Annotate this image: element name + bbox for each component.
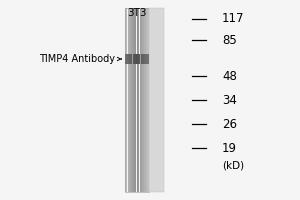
Bar <box>130 8 131 192</box>
Bar <box>146 8 147 192</box>
Bar <box>140 8 141 192</box>
Bar <box>134 8 135 192</box>
Bar <box>144 8 145 192</box>
Bar <box>133 54 134 64</box>
Text: 117: 117 <box>222 12 244 25</box>
Text: 34: 34 <box>222 94 237 106</box>
Bar <box>147 8 148 192</box>
Text: 3T3: 3T3 <box>127 8 146 18</box>
Text: 19: 19 <box>222 142 237 154</box>
Bar <box>149 8 164 192</box>
Bar <box>134 54 136 64</box>
Bar <box>124 54 126 64</box>
Bar <box>125 8 126 192</box>
Bar <box>144 54 145 64</box>
Bar <box>145 54 147 64</box>
Bar <box>131 8 132 192</box>
Bar <box>129 54 131 64</box>
Bar <box>128 54 129 64</box>
Bar <box>136 8 137 192</box>
Bar <box>137 8 138 192</box>
Bar <box>139 8 140 192</box>
Bar <box>124 8 125 192</box>
Bar <box>124 8 148 192</box>
Bar <box>140 54 142 64</box>
Bar <box>129 8 130 192</box>
Bar <box>132 8 133 192</box>
Bar <box>141 8 142 192</box>
Bar <box>142 8 143 192</box>
Bar <box>138 8 139 192</box>
Bar <box>131 54 133 64</box>
Bar <box>139 54 140 64</box>
Text: (kD): (kD) <box>222 161 244 171</box>
Bar <box>135 8 136 192</box>
Bar <box>126 54 128 64</box>
Bar <box>143 8 144 192</box>
Bar <box>128 8 129 192</box>
Bar <box>142 54 144 64</box>
Text: 26: 26 <box>222 117 237 130</box>
Text: 48: 48 <box>222 70 237 82</box>
Bar <box>147 54 148 64</box>
Bar <box>136 54 137 64</box>
Text: TIMP4 Antibody: TIMP4 Antibody <box>40 54 116 64</box>
Bar <box>145 8 146 192</box>
Bar <box>133 8 134 192</box>
Bar <box>126 8 127 192</box>
Bar <box>137 54 139 64</box>
Text: 85: 85 <box>222 33 237 46</box>
